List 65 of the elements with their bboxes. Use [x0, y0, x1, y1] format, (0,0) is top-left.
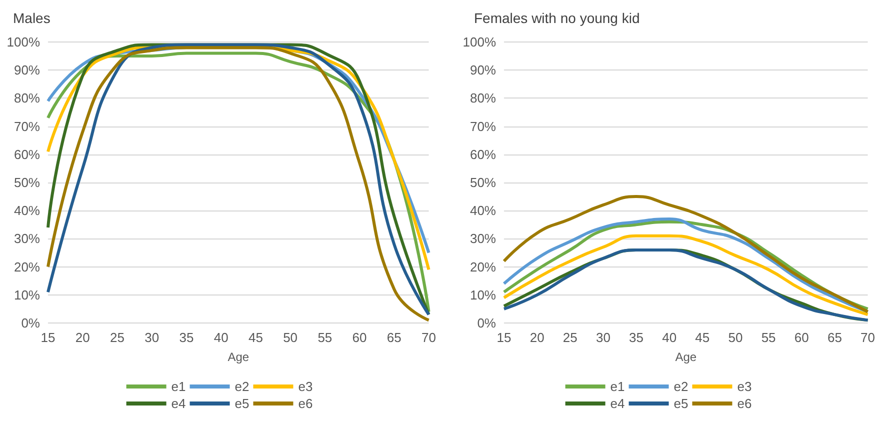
y-tick-label: 10%	[469, 287, 496, 302]
x-tick-label: 35	[179, 330, 194, 345]
y-tick-label: 10%	[14, 287, 40, 302]
x-tick-label: 50	[283, 330, 298, 345]
line-series	[502, 234, 869, 316]
y-tick-label: 30%	[469, 231, 496, 246]
x-axis-title: Age	[674, 350, 696, 364]
x-tick-label: 20	[75, 330, 90, 345]
x-tick-label: 50	[728, 330, 742, 345]
x-tick-label: 65	[826, 330, 842, 345]
y-tick-label: 40%	[14, 203, 40, 218]
x-tick-label: 70	[422, 330, 436, 345]
x-tick-label: 60	[794, 330, 808, 345]
x-tick-label: 35	[628, 330, 644, 345]
legend-label: e1	[171, 379, 186, 394]
y-tick-label: 0%	[21, 316, 40, 330]
y-tick-label: 60%	[14, 146, 40, 162]
y-tick-label: 70%	[14, 118, 40, 134]
x-tick-label: 55	[760, 330, 776, 345]
y-tick-label: 50%	[469, 175, 496, 190]
line-series	[502, 248, 869, 322]
y-tick-label: 30%	[14, 231, 40, 246]
chart-title: Males	[13, 10, 50, 26]
legend-label: e3	[298, 379, 313, 394]
y-tick-label: 80%	[469, 90, 496, 106]
legend-label: e4	[610, 396, 624, 411]
y-tick-label: 50%	[14, 175, 40, 190]
legend-label: e1	[610, 379, 624, 394]
y-tick-label: 20%	[14, 259, 40, 274]
x-tick-label: 25	[562, 330, 577, 345]
x-tick-label: 55	[318, 330, 332, 345]
y-tick-label: 0%	[476, 316, 496, 330]
line-series	[502, 195, 869, 314]
legend-label: e2	[673, 379, 688, 394]
y-tick-label: 100%	[6, 34, 40, 50]
legend-label: e5	[673, 396, 688, 411]
y-tick-label: 20%	[469, 259, 496, 274]
legend-label: e4	[171, 396, 186, 411]
x-tick-label: 45	[694, 330, 710, 345]
legend-label: e3	[736, 379, 752, 394]
legend-label: e6	[298, 396, 313, 411]
chart-title: Females with no young kid	[474, 10, 640, 26]
y-tick-label: 90%	[14, 62, 40, 78]
x-tick-label: 15	[496, 330, 511, 345]
y-tick-label: 80%	[14, 90, 40, 106]
x-tick-label: 15	[40, 330, 56, 345]
y-tick-label: 90%	[469, 62, 496, 78]
x-tick-label: 40	[214, 330, 228, 345]
y-tick-label: 60%	[469, 146, 496, 162]
x-tick-label: 60	[352, 330, 367, 345]
x-tick-label: 70	[860, 330, 875, 345]
x-tick-label: 40	[662, 330, 676, 345]
y-tick-label: 100%	[462, 34, 496, 50]
y-tick-label: 40%	[469, 203, 496, 218]
x-tick-label: 65	[386, 330, 402, 345]
x-tick-label: 25	[110, 330, 124, 345]
legend-label: e2	[234, 379, 250, 394]
x-tick-label: 30	[595, 330, 610, 345]
y-tick-label: 70%	[469, 118, 496, 134]
legend-label: e5	[234, 396, 250, 411]
x-axis-title: Age	[228, 350, 250, 364]
legend-label: e6	[736, 396, 752, 411]
x-tick-label: 30	[144, 330, 160, 345]
x-tick-label: 45	[248, 330, 263, 345]
x-tick-label: 20	[529, 330, 544, 345]
